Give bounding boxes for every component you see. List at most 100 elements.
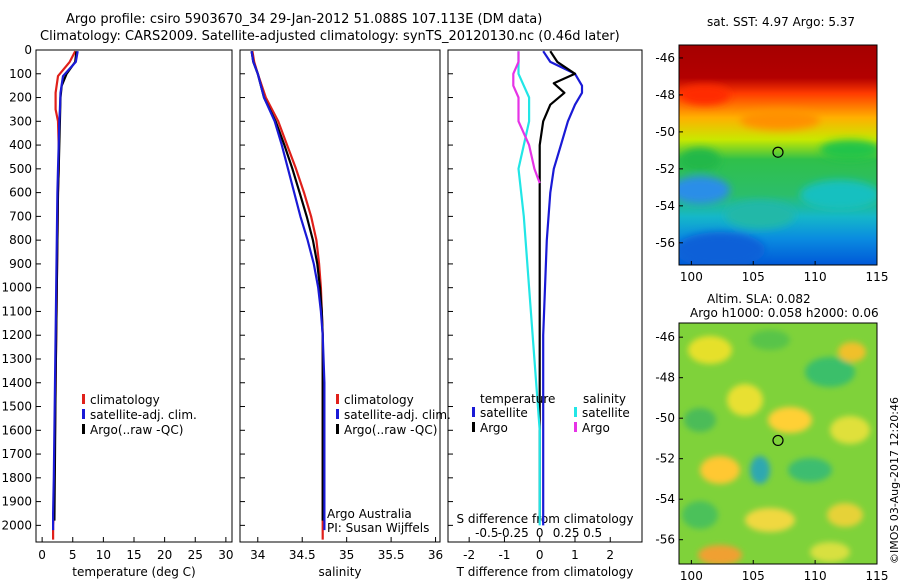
- sla-map-axes: 100 105 110 115 -46 -48 -50 -52 -54 -56: [655, 322, 889, 580]
- x-tick-label: 25: [188, 548, 203, 562]
- y-tick-label: 600: [9, 186, 32, 200]
- diff-legend-t-satellite: satellite: [472, 406, 528, 420]
- x-tick-label: 15: [126, 548, 141, 562]
- chart-title-line2: Climatology: CARS2009. Satellite-adjuste…: [40, 29, 620, 44]
- x-tick-label: 36: [428, 548, 443, 562]
- series-line-satellite-adj-clim-: [51, 51, 79, 531]
- x-tick-label: 35: [339, 548, 354, 562]
- x-tick-label: 0: [536, 548, 544, 562]
- diff-legend-s-satellite-swatch: [574, 407, 577, 417]
- map-y-tick-label: -56: [655, 236, 675, 250]
- map-y-tick-label: -54: [655, 199, 675, 213]
- legend-climatology-swatch: [336, 394, 339, 404]
- y-tick-label: 1100: [1, 304, 32, 318]
- x-tick-label: 34: [250, 548, 265, 562]
- x-axis-label: salinity: [318, 565, 361, 579]
- map-y-tick-label: -46: [655, 330, 675, 344]
- map-y-tick-label: -48: [655, 371, 675, 385]
- series-line-t-argo: [538, 50, 577, 521]
- y-tick-label: 800: [9, 233, 32, 247]
- y-tick-label: 100: [9, 67, 32, 81]
- map-x-tick-label: 105: [742, 270, 765, 284]
- x-tick-label: 0: [38, 548, 46, 562]
- plot-frame: [239, 49, 441, 543]
- credits-line1: Argo Australia: [327, 507, 412, 521]
- y-tick-label: 0: [24, 43, 32, 57]
- diff-legend-salinity: salinity: [583, 392, 627, 406]
- sal-legend: climatology satellite-adj. clim. Argo(..…: [336, 393, 451, 438]
- y-tick-label: 900: [9, 257, 32, 271]
- map-x-tick-label: 115: [866, 569, 889, 580]
- series-line-satellite-adj-clim-: [250, 51, 326, 531]
- temp-legend: climatology satellite-adj. clim. Argo(..…: [82, 393, 197, 438]
- map-y-tick-label: -54: [655, 492, 675, 506]
- diff-legend-s-argo-swatch: [574, 422, 577, 432]
- map-y-tick-label: -52: [655, 162, 675, 176]
- legend-satellite-label: satellite-adj. clim.: [344, 408, 451, 422]
- plot-frame: [35, 49, 233, 543]
- diff-legend-s-satellite-label: satellite: [582, 406, 630, 420]
- x2-tick-label: -0.25: [498, 526, 529, 540]
- x-axis-label: temperature (deg C): [72, 565, 195, 579]
- y-tick-label: 2000: [1, 518, 32, 532]
- map-frame: [678, 322, 878, 565]
- x-tick-label: 20: [157, 548, 172, 562]
- y-tick-label: 1300: [1, 352, 32, 366]
- argo-position-marker: [772, 146, 784, 158]
- y-tick-label: 1800: [1, 471, 32, 485]
- salinity-panel: 34 34.5 35 35.5 36 salinity: [239, 49, 443, 579]
- map-y-tick-label: -50: [655, 125, 675, 139]
- diff-legend-t-satellite-swatch: [472, 407, 475, 417]
- legend-satellite-swatch: [82, 409, 85, 419]
- legend-climatology-swatch: [82, 394, 85, 404]
- sla-map-title-line1: Altim. SLA: 0.082: [707, 292, 811, 306]
- map-x-tick-label: 110: [804, 270, 827, 284]
- x2-tick-label: -0.5: [475, 526, 498, 540]
- x2-tick-label: 0: [536, 526, 544, 540]
- diff-legend-s-argo-label: Argo: [582, 421, 610, 435]
- x-tick-label: 5: [69, 548, 77, 562]
- series-line-t-satellite: [542, 50, 584, 526]
- y-tick-label: 500: [9, 162, 32, 176]
- x-tick-label: -2: [463, 548, 475, 562]
- y-tick-label: 1200: [1, 328, 32, 342]
- chart-title-line1: Argo profile: csiro 5903670_34 29-Jan-20…: [66, 12, 543, 27]
- map-y-tick-label: -52: [655, 452, 675, 466]
- copyright-text: ©IMOS 03-Aug-2017 12:20:46: [888, 397, 900, 564]
- sst-map-title: sat. SST: 4.97 Argo: 5.37: [707, 15, 856, 29]
- map-y-tick-label: -46: [655, 51, 675, 65]
- map-x-tick-label: 100: [680, 569, 703, 580]
- diff-legend-temperature: temperature: [480, 392, 556, 406]
- x-axis-label: T difference from climatology: [456, 565, 634, 579]
- series-line-argo: [250, 51, 324, 521]
- legend-argo-label: Argo(..raw -QC): [344, 423, 438, 437]
- diff-legend-t-argo: Argo: [472, 421, 508, 435]
- map-x-tick-label: 100: [680, 270, 703, 284]
- map-x-tick-label: 105: [742, 569, 765, 580]
- y-tick-label: 1500: [1, 400, 32, 414]
- sst-map: [679, 45, 877, 265]
- x-tick-label: 10: [96, 548, 111, 562]
- y-tick-label: 1900: [1, 495, 32, 509]
- series-line-s-satellite: [517, 51, 541, 526]
- y-tick-label: 400: [9, 138, 32, 152]
- x-tick-label: 35.5: [378, 548, 405, 562]
- legend-argo-swatch: [336, 424, 339, 434]
- sla-map-title-line2: Argo h1000: 0.058 h2000: 0.06: [690, 306, 879, 320]
- diff-legend-t-argo-label: Argo: [480, 421, 508, 435]
- y-tick-label: 1700: [1, 447, 32, 461]
- y-tick-label: 700: [9, 209, 32, 223]
- x2-tick-label: 0.5: [583, 526, 602, 540]
- difference-panel: -2 -1 0 1 2 -0.5 -0.25 0 0.25 0.5S difference fro…: [447, 49, 643, 579]
- legend-argo-swatch: [82, 424, 85, 434]
- y-tick-label: 300: [9, 114, 32, 128]
- legend-satellite-label: satellite-adj. clim.: [90, 408, 197, 422]
- y-tick-label: 1600: [1, 423, 32, 437]
- plot-frame: [447, 49, 643, 543]
- map-frame: [678, 44, 878, 266]
- map-y-tick-label: -50: [655, 411, 675, 425]
- diff-legend-t-satellite-label: satellite: [480, 406, 528, 420]
- sst-map-axes: 100 105 110 115 -46 -48 -50 -52 -54 -56: [655, 44, 888, 284]
- y-tick-label: 1000: [1, 281, 32, 295]
